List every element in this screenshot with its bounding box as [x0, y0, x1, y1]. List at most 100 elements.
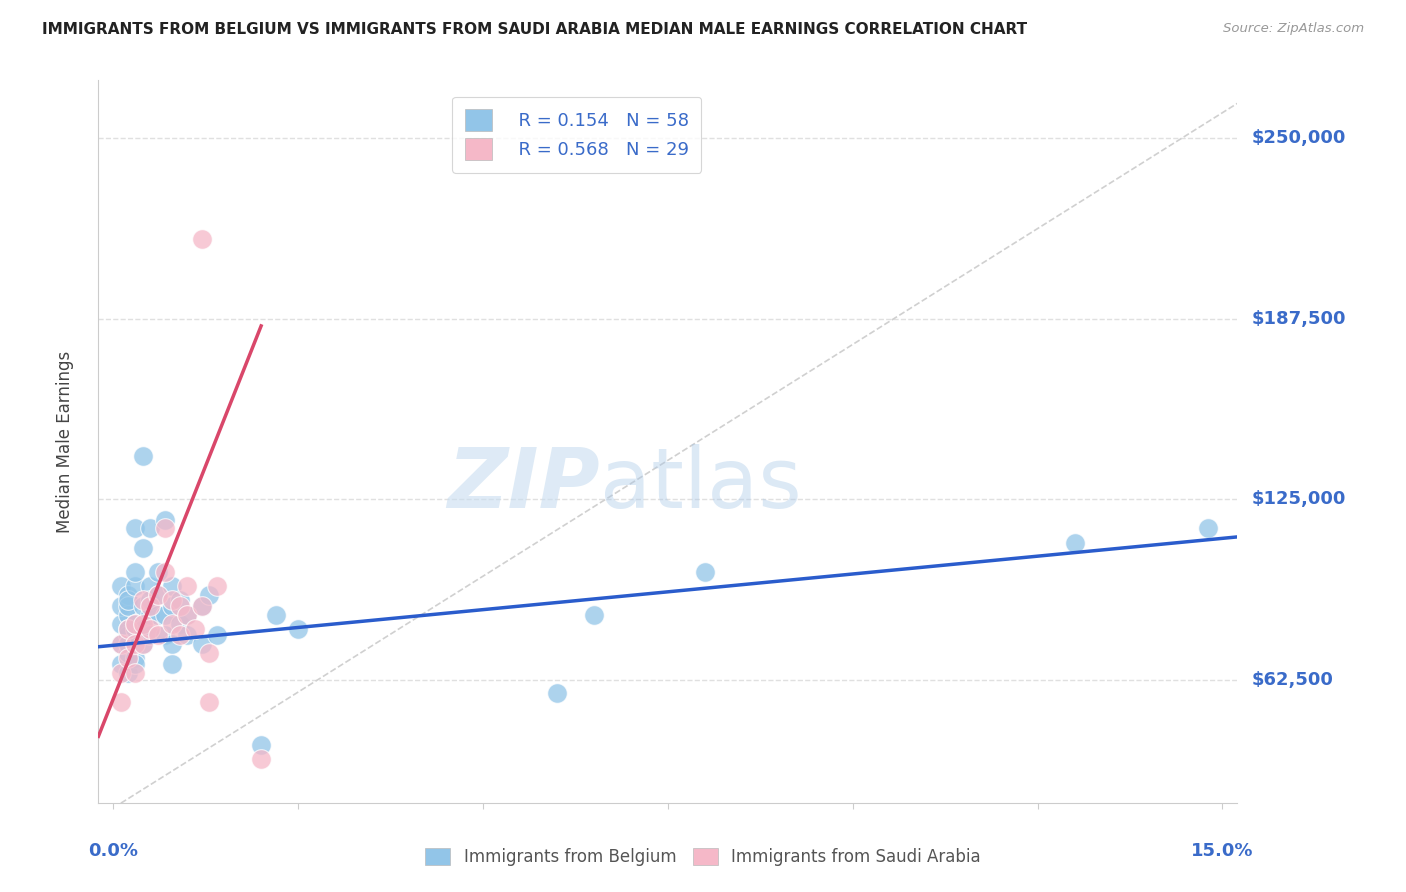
Point [139, 579, 162, 593]
Point [117, 651, 139, 665]
Point [110, 695, 132, 709]
Point [146, 588, 169, 602]
Point [146, 628, 169, 642]
Point [162, 637, 184, 651]
Y-axis label: Median Male Earnings: Median Male Earnings [56, 351, 75, 533]
Point [117, 623, 139, 637]
Point [162, 579, 184, 593]
Point [117, 607, 139, 622]
Point [117, 665, 139, 680]
Point [132, 637, 155, 651]
Point [191, 599, 214, 614]
Point [124, 616, 146, 631]
Point [139, 599, 162, 614]
Point [124, 657, 146, 671]
Point [124, 651, 146, 665]
Point [110, 579, 132, 593]
Point [250, 738, 273, 752]
Point [110, 637, 132, 651]
Point [110, 599, 132, 614]
Point [117, 646, 139, 660]
Point [287, 623, 309, 637]
Point [250, 752, 273, 766]
Point [169, 616, 191, 631]
Text: ZIP: ZIP [447, 444, 599, 525]
Point [139, 521, 162, 535]
Point [132, 623, 155, 637]
Text: $250,000: $250,000 [1251, 129, 1346, 147]
Text: atlas: atlas [599, 444, 801, 525]
Point [110, 616, 132, 631]
Point [162, 599, 184, 614]
Point [132, 593, 155, 607]
Text: $62,500: $62,500 [1251, 671, 1333, 689]
Text: 0.0%: 0.0% [89, 842, 138, 860]
Point [176, 607, 198, 622]
Point [693, 565, 716, 579]
Point [132, 449, 155, 463]
Legend:   R = 0.154   N = 58,   R = 0.568   N = 29: R = 0.154 N = 58, R = 0.568 N = 29 [453, 96, 702, 173]
Point [124, 637, 146, 651]
Point [582, 607, 605, 622]
Point [162, 593, 184, 607]
Point [153, 512, 176, 526]
Point [117, 623, 139, 637]
Point [110, 637, 132, 651]
Point [191, 599, 214, 614]
Point [191, 637, 214, 651]
Point [169, 628, 191, 642]
Point [162, 657, 184, 671]
Point [124, 665, 146, 680]
Text: $125,000: $125,000 [1251, 491, 1346, 508]
Point [110, 657, 132, 671]
Point [139, 593, 162, 607]
Point [169, 593, 191, 607]
Point [1197, 521, 1219, 535]
Point [205, 579, 228, 593]
Text: Source: ZipAtlas.com: Source: ZipAtlas.com [1223, 22, 1364, 36]
Text: $187,500: $187,500 [1251, 310, 1346, 327]
Point [117, 588, 139, 602]
Point [198, 646, 221, 660]
Point [153, 607, 176, 622]
Point [146, 607, 169, 622]
Point [110, 665, 132, 680]
Point [117, 628, 139, 642]
Point [139, 623, 162, 637]
Point [191, 232, 214, 246]
Point [132, 616, 155, 631]
Legend: Immigrants from Belgium, Immigrants from Saudi Arabia: Immigrants from Belgium, Immigrants from… [416, 840, 990, 875]
Point [198, 695, 221, 709]
Point [124, 521, 146, 535]
Point [124, 579, 146, 593]
Point [1063, 535, 1085, 549]
Point [176, 607, 198, 622]
Text: 15.0%: 15.0% [1191, 842, 1254, 860]
Point [124, 637, 146, 651]
Point [139, 607, 162, 622]
Point [132, 541, 155, 556]
Point [205, 628, 228, 642]
Point [546, 686, 568, 700]
Point [146, 565, 169, 579]
Point [153, 628, 176, 642]
Point [124, 565, 146, 579]
Point [153, 521, 176, 535]
Point [124, 616, 146, 631]
Point [176, 579, 198, 593]
Point [153, 565, 176, 579]
Point [169, 599, 191, 614]
Point [264, 607, 287, 622]
Text: IMMIGRANTS FROM BELGIUM VS IMMIGRANTS FROM SAUDI ARABIA MEDIAN MALE EARNINGS COR: IMMIGRANTS FROM BELGIUM VS IMMIGRANTS FR… [42, 22, 1028, 37]
Point [132, 637, 155, 651]
Point [117, 599, 139, 614]
Point [146, 588, 169, 602]
Point [183, 623, 205, 637]
Point [132, 599, 155, 614]
Point [117, 593, 139, 607]
Point [198, 588, 221, 602]
Point [176, 628, 198, 642]
Point [117, 637, 139, 651]
Point [139, 628, 162, 642]
Point [162, 616, 184, 631]
